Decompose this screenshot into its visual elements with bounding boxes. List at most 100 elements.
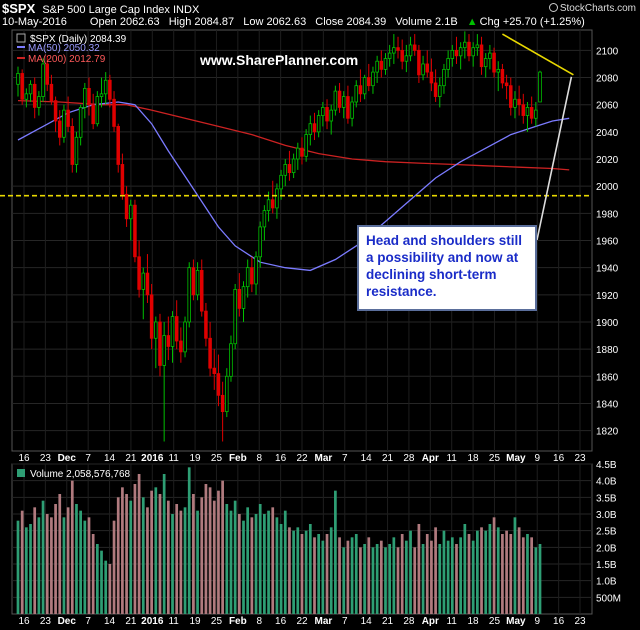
time-tick-label: Mar bbox=[314, 616, 332, 627]
volume-bar bbox=[434, 527, 437, 614]
candle bbox=[275, 183, 279, 219]
quote-change-arrow: ▲ bbox=[466, 16, 478, 28]
candle bbox=[91, 93, 95, 130]
candle-body bbox=[312, 123, 317, 133]
candle bbox=[124, 186, 129, 227]
candle-body bbox=[95, 96, 100, 125]
price-tick-label: 1900 bbox=[596, 318, 619, 329]
volume-tick-label: 3.0B bbox=[596, 510, 617, 521]
candle bbox=[321, 101, 325, 127]
time-tick-label: 23 bbox=[574, 616, 586, 627]
candle-body bbox=[262, 210, 267, 228]
candle bbox=[446, 50, 450, 78]
candle bbox=[496, 61, 500, 92]
time-tick-label: 22 bbox=[296, 453, 308, 464]
volume-bar bbox=[346, 540, 350, 614]
time-tick-label: Feb bbox=[229, 453, 247, 464]
volume-bar bbox=[338, 537, 341, 614]
candle-body bbox=[308, 123, 313, 135]
candle-body bbox=[103, 79, 108, 95]
candle bbox=[254, 251, 258, 295]
price-tick-label: 2020 bbox=[596, 155, 619, 166]
candle bbox=[187, 262, 191, 328]
volume-bar bbox=[196, 510, 199, 614]
candle bbox=[179, 327, 183, 363]
candle bbox=[20, 69, 24, 105]
quote-volume: Volume 2.1B bbox=[395, 16, 458, 28]
candle-body bbox=[279, 174, 283, 190]
volume-bar bbox=[509, 534, 513, 614]
volume-bar bbox=[58, 494, 62, 614]
candle bbox=[87, 77, 91, 116]
volume-bar bbox=[41, 500, 45, 614]
volume-bar bbox=[279, 524, 283, 614]
candle-body bbox=[321, 107, 325, 116]
price-tick-label: 1820 bbox=[596, 427, 619, 438]
candle-body bbox=[446, 58, 450, 70]
candle bbox=[504, 74, 509, 100]
volume-bar bbox=[204, 484, 208, 614]
volume-bar bbox=[217, 490, 220, 614]
candle bbox=[70, 118, 75, 173]
volume-bar bbox=[463, 524, 467, 614]
volume-bar bbox=[308, 524, 312, 614]
candle bbox=[296, 142, 300, 170]
candle-body bbox=[120, 164, 125, 195]
candle-body bbox=[154, 321, 158, 339]
volume-bar bbox=[450, 537, 454, 614]
time-tick-label: 23 bbox=[40, 453, 52, 464]
volume-bar bbox=[16, 520, 20, 614]
volume-bar bbox=[150, 490, 153, 614]
volume-tick-label: 3.5B bbox=[596, 493, 617, 504]
time-tick-label: 28 bbox=[403, 616, 415, 627]
volume-bar bbox=[413, 547, 417, 614]
time-tick-label: 7 bbox=[85, 453, 91, 464]
volume-bar bbox=[271, 507, 275, 614]
price-tick-label: 2060 bbox=[596, 101, 619, 112]
volume-tick-label: 2.0B bbox=[596, 543, 617, 554]
volume-bar bbox=[379, 540, 383, 614]
volume-bar bbox=[225, 504, 229, 614]
volume-bar bbox=[430, 540, 433, 614]
volume-bar bbox=[129, 500, 133, 614]
candle-body bbox=[99, 93, 104, 97]
candle bbox=[467, 34, 471, 62]
candle bbox=[383, 53, 388, 75]
volume-bar bbox=[158, 494, 162, 614]
candle bbox=[471, 42, 475, 67]
legend-price-swatch bbox=[16, 33, 26, 43]
volume-bar bbox=[267, 510, 270, 614]
brand-logo: StockCharts.com bbox=[548, 3, 636, 14]
candle bbox=[154, 316, 158, 369]
time-tick-label: 25 bbox=[489, 616, 501, 627]
candle-body bbox=[492, 52, 496, 73]
candle bbox=[145, 254, 150, 303]
volume-bar bbox=[75, 504, 78, 614]
candle-body bbox=[250, 267, 254, 285]
candle-body bbox=[237, 288, 242, 309]
candle bbox=[421, 55, 425, 81]
time-tick-label: 11 bbox=[446, 616, 457, 627]
time-tick-label: 7 bbox=[342, 453, 348, 464]
candle-body bbox=[128, 204, 133, 220]
candle bbox=[354, 80, 359, 108]
quote-low: Low 2062.63 bbox=[243, 16, 307, 28]
candle bbox=[174, 300, 179, 350]
candle bbox=[37, 91, 41, 116]
candle-body bbox=[500, 68, 505, 84]
candle bbox=[412, 34, 417, 56]
brand-label: StockCharts.com bbox=[559, 3, 636, 14]
candle-body bbox=[112, 98, 116, 127]
candle bbox=[258, 221, 262, 268]
candle-body bbox=[525, 107, 530, 116]
volume-bar bbox=[517, 527, 521, 614]
time-tick-label: 25 bbox=[211, 453, 223, 464]
candle bbox=[463, 31, 467, 59]
candle bbox=[279, 169, 283, 200]
volume-bar bbox=[350, 537, 354, 614]
price-tick-label: 2040 bbox=[596, 128, 619, 139]
time-tick-label: 21 bbox=[382, 453, 394, 464]
volume-bar bbox=[459, 537, 463, 614]
candle bbox=[120, 153, 125, 200]
